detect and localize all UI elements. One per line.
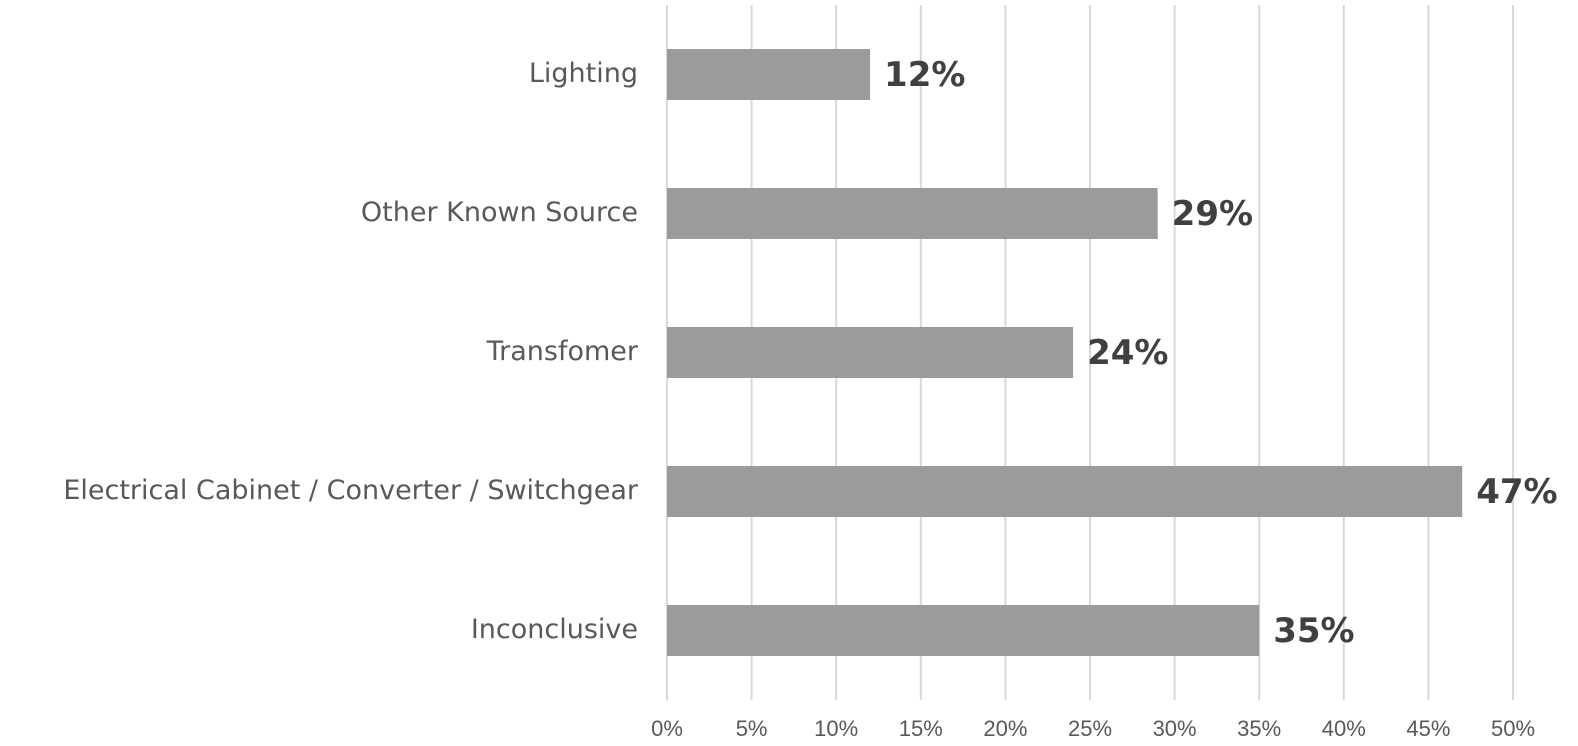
x-tick-label: 15% [899, 716, 943, 741]
value-label: 35% [1273, 611, 1354, 651]
category-label: Other Known Source [361, 197, 638, 228]
x-tick-label: 10% [814, 716, 858, 741]
value-label: 24% [1087, 333, 1168, 373]
category-label: Lighting [529, 58, 638, 89]
x-tick-label: 0% [651, 716, 683, 741]
bar [667, 327, 1074, 378]
bar [667, 605, 1260, 656]
x-tick-label: 45% [1406, 716, 1450, 741]
category-label: Inconclusive [471, 614, 638, 645]
category-label: Transfomer [486, 336, 639, 367]
x-tick-label: 20% [983, 716, 1027, 741]
x-tick-label: 5% [736, 716, 768, 741]
value-label: 12% [884, 55, 965, 95]
x-tick-label: 25% [1068, 716, 1112, 741]
x-tick-label: 35% [1237, 716, 1281, 741]
value-label: 47% [1476, 472, 1557, 512]
x-tick-label: 30% [1153, 716, 1197, 741]
value-label: 29% [1172, 194, 1253, 234]
bar [667, 466, 1463, 517]
x-tick-label: 40% [1322, 716, 1366, 741]
category-label: Electrical Cabinet / Converter / Switchg… [63, 475, 639, 506]
x-tick-label: 50% [1491, 716, 1535, 741]
bar [667, 188, 1158, 239]
bar [667, 49, 871, 100]
